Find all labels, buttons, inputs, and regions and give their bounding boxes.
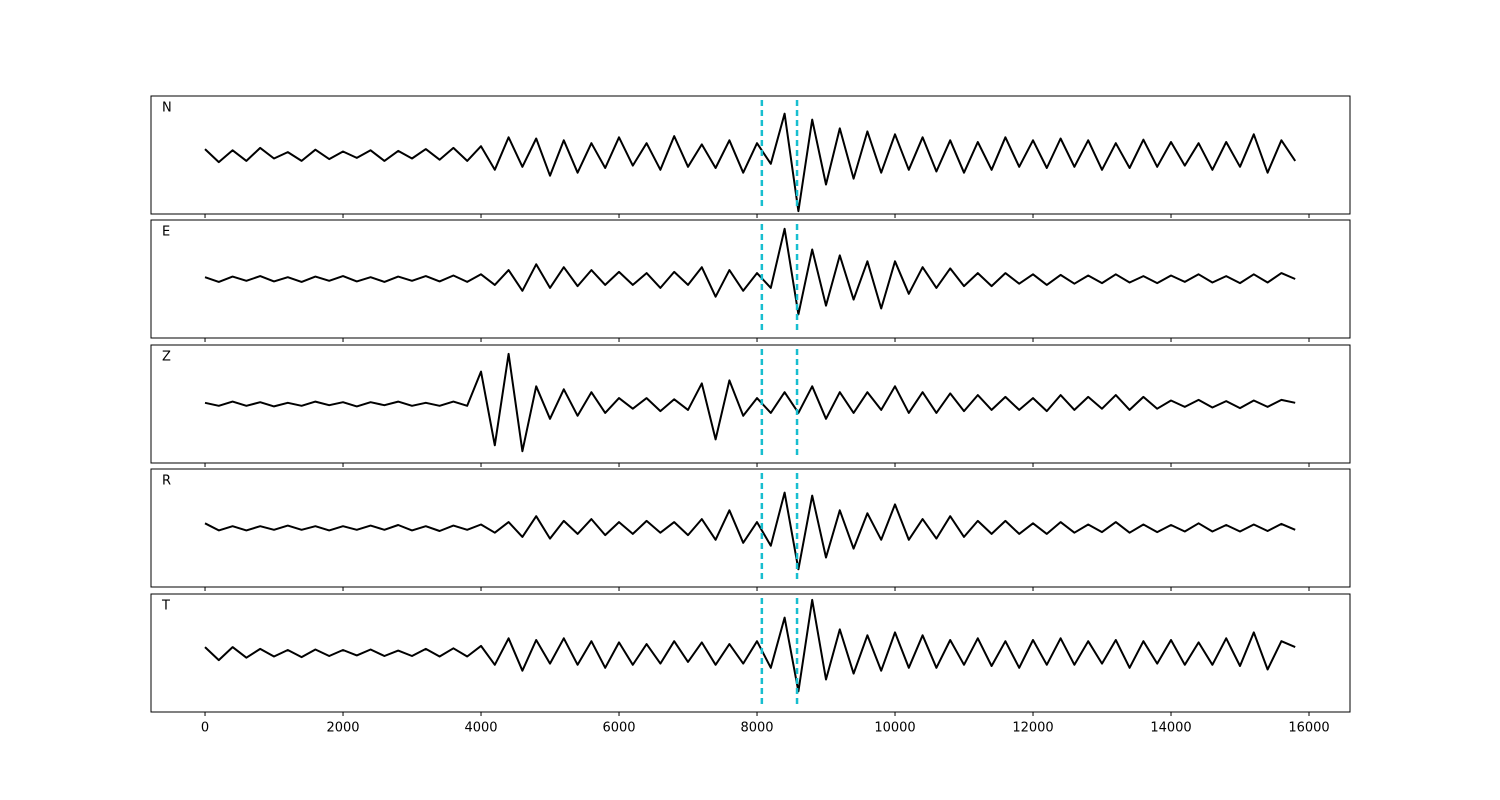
panel-frame	[150, 344, 1351, 464]
trace	[204, 112, 1297, 213]
panel-frame	[150, 593, 1351, 713]
x-tick-label: 6000	[602, 721, 635, 736]
x-tick-label: 8000	[740, 721, 773, 736]
trace	[204, 598, 1296, 693]
trace-label: E	[162, 225, 170, 240]
x-tick-label: 12000	[1012, 721, 1053, 736]
x-tick-label: 16000	[1288, 721, 1329, 736]
panel-frame	[150, 95, 1351, 215]
panel-frame	[150, 468, 1351, 588]
x-tick-label: 10000	[874, 721, 915, 736]
x-tick-label: 2000	[326, 721, 359, 736]
x-tick-label: 14000	[1150, 721, 1191, 736]
trace	[204, 491, 1296, 571]
panel-frame	[150, 219, 1351, 339]
trace	[204, 227, 1296, 316]
trace-label: Z	[162, 350, 171, 365]
trace	[204, 352, 1296, 453]
trace-label: T	[161, 599, 170, 614]
trace-label: N	[162, 101, 172, 116]
x-tick-label: 0	[201, 721, 209, 736]
trace-label: R	[162, 474, 171, 489]
x-tick-label: 4000	[464, 721, 497, 736]
